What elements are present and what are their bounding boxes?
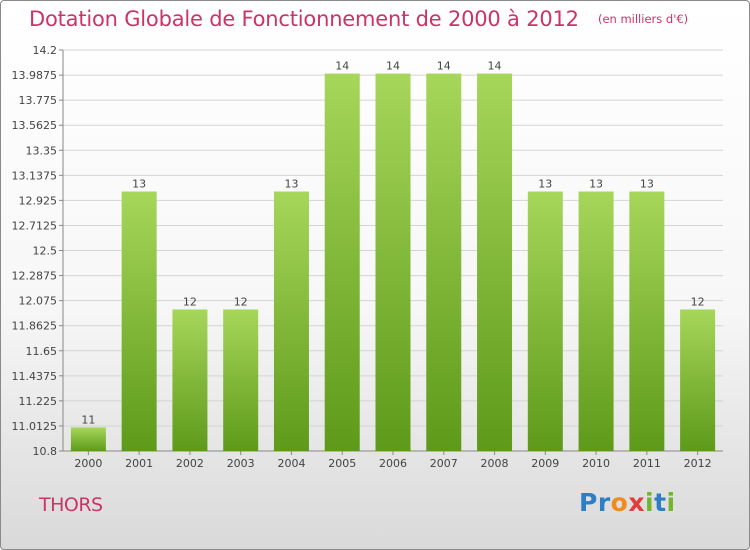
proxiti-logo: Proxiti	[579, 488, 676, 517]
x-tick-label: 2008	[481, 457, 509, 470]
y-tick-label: 13.1375	[12, 169, 58, 182]
data-label: 14	[437, 60, 451, 73]
y-tick-label: 13.5625	[12, 119, 58, 132]
title-row: Dotation Globale de Fonctionnement de 20…	[29, 7, 688, 31]
x-tick-label: 2003	[227, 457, 255, 470]
logo-letter: r	[597, 488, 611, 517]
x-tick-label: 2009	[531, 457, 559, 470]
bar	[70, 427, 106, 451]
x-tick-label: 2002	[176, 457, 204, 470]
y-tick-label: 14.2	[33, 44, 58, 57]
logo-letter: P	[579, 488, 598, 517]
y-tick-label: 12.5	[33, 245, 58, 258]
bar	[629, 191, 665, 451]
data-label: 13	[132, 178, 146, 191]
y-tick-label: 11.0125	[12, 420, 58, 433]
data-label: 13	[640, 178, 654, 191]
x-tick-label: 2000	[74, 457, 102, 470]
bar	[375, 73, 411, 452]
x-tick-label: 2005	[328, 457, 356, 470]
y-tick-label: 12.925	[19, 194, 58, 207]
logo-letter: i	[666, 488, 676, 517]
chart-unit: (en milliers d'€)	[597, 12, 689, 26]
bar	[121, 191, 157, 451]
bar	[426, 73, 462, 452]
bar	[477, 73, 513, 452]
x-tick-label: 2007	[430, 457, 458, 470]
y-tick-label: 13.35	[26, 144, 58, 157]
chart-title: Dotation Globale de Fonctionnement de 20…	[29, 7, 579, 31]
bar	[527, 191, 563, 451]
y-tick-label: 12.2875	[12, 270, 58, 283]
bar	[273, 191, 309, 451]
data-label: 13	[589, 178, 603, 191]
y-tick-label: 12.7125	[12, 219, 58, 232]
y-tick-label: 13.775	[19, 94, 58, 107]
data-label: 14	[335, 60, 349, 73]
x-tick-label: 2006	[379, 457, 407, 470]
bar	[680, 309, 716, 451]
labels: 14.2 13.9875 13.775 13.5625 13.35 13.1375 12.9…	[12, 44, 712, 470]
y-tick-label: 11.65	[26, 345, 58, 358]
data-label: 12	[234, 295, 248, 308]
commune-name: THORS	[39, 494, 103, 516]
y-tick-label: 11.8625	[12, 320, 58, 333]
y-tick-label: 12.075	[19, 295, 58, 308]
bar	[223, 309, 259, 451]
data-label: 12	[691, 295, 705, 308]
bar	[172, 309, 208, 451]
bars	[70, 73, 716, 452]
bar	[578, 191, 614, 451]
logo-letter: x	[628, 488, 645, 517]
data-label: 12	[183, 295, 197, 308]
data-label: 13	[284, 178, 298, 191]
logo-letter: i	[645, 488, 655, 517]
y-tick-label: 13.9875	[12, 69, 58, 82]
x-tick-label: 2012	[684, 457, 712, 470]
data-label: 13	[538, 178, 552, 191]
x-tick-label: 2004	[277, 457, 305, 470]
y-tick-label: 10.8	[33, 445, 58, 458]
x-tick-label: 2001	[125, 457, 153, 470]
data-label: 14	[386, 60, 400, 73]
data-label: 11	[81, 413, 95, 426]
y-tick-label: 11.225	[19, 395, 58, 408]
bar	[324, 73, 360, 452]
data-label: 14	[488, 60, 502, 73]
x-tick-label: 2010	[582, 457, 610, 470]
x-tick-label: 2011	[633, 457, 661, 470]
logo-letter: t	[654, 488, 667, 517]
y-tick-label: 11.4375	[12, 370, 58, 383]
logo-letter: o	[610, 488, 629, 517]
